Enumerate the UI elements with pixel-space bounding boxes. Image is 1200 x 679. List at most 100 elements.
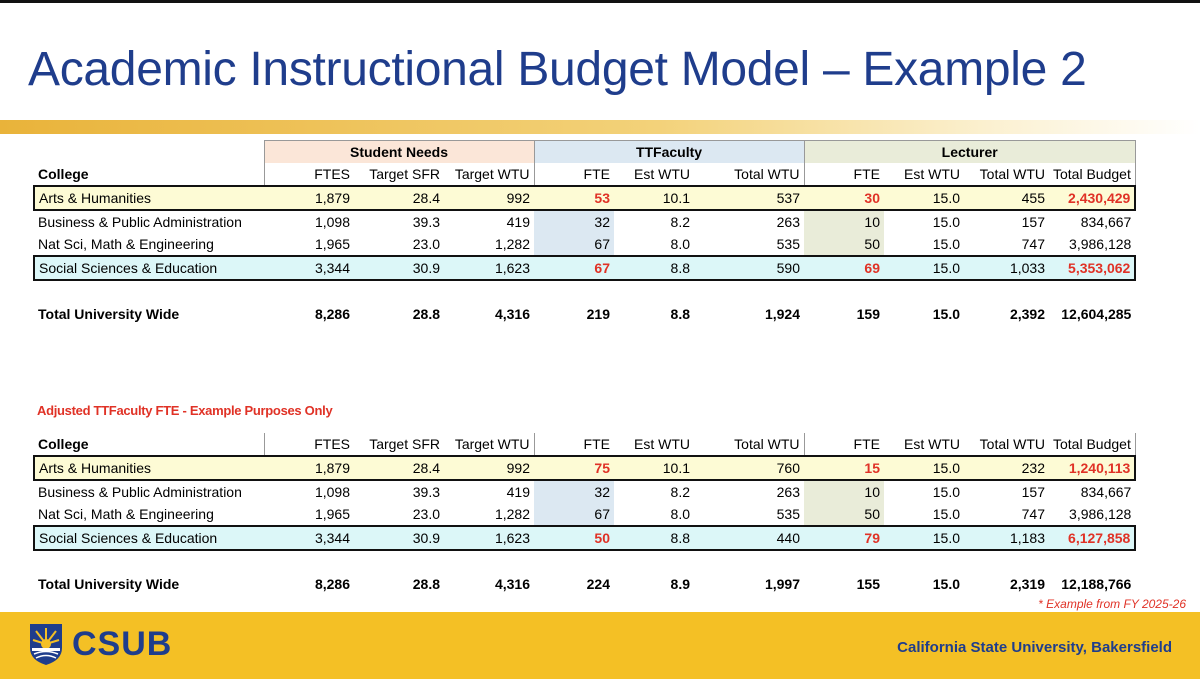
- cell-total-budget: 3,986,128: [1069, 236, 1132, 252]
- cell-tt-total-wtu: 537: [694, 185, 804, 211]
- group-tt-faculty: TTFaculty: [533, 140, 804, 163]
- cell-tt-fte: 67: [534, 503, 614, 526]
- col-header: Total WTU: [694, 163, 804, 187]
- cell-ftes: 1,965: [314, 506, 350, 522]
- col-header: FTES: [263, 163, 354, 187]
- cell-target-sfr: 28.4: [354, 185, 444, 211]
- col-header: College: [34, 163, 264, 187]
- group-student-needs: Student Needs: [263, 140, 534, 163]
- cell-lec-fte: 10: [804, 210, 884, 233]
- cell-target-wtu: 1,623: [444, 255, 534, 281]
- cell-lec-fte: 50: [804, 233, 884, 256]
- college-name: Social Sciences & Education: [33, 525, 264, 551]
- cell-tt-fte: 67: [534, 233, 614, 256]
- cell-lec-total-wtu: 747: [1021, 236, 1045, 252]
- college-name: Arts & Humanities: [33, 455, 264, 481]
- col-header: Est WTU: [614, 433, 694, 457]
- col-header: FTE: [803, 163, 884, 187]
- cell-ftes: 1,965: [314, 236, 350, 252]
- adjusted-note: Adjusted TTFaculty FTE - Example Purpose…: [37, 403, 333, 418]
- college-name: Business & Public Administration: [38, 484, 242, 500]
- col-header: Target SFR: [354, 163, 444, 187]
- college-name: Business & Public Administration: [38, 214, 242, 230]
- cell-tt-total-wtu: 535: [776, 506, 800, 522]
- page-title: Academic Instructional Budget Model – Ex…: [28, 43, 1087, 96]
- cell-target-wtu: 992: [444, 185, 534, 211]
- total-budget: 12,188,766: [1061, 576, 1132, 592]
- col-header: FTE: [533, 433, 614, 457]
- cell-target-wtu: 1,282: [494, 506, 530, 522]
- cell-tt-total-wtu: 535: [776, 236, 800, 252]
- table-row: Arts & Humanities 1,879 28.4 992 53 10.1…: [33, 185, 1137, 211]
- cell-lec-est-wtu: 15.0: [932, 214, 960, 230]
- total-lec-fte: 159: [856, 306, 880, 322]
- cell-ftes: 1,879: [264, 185, 354, 211]
- cell-lec-total-wtu: 1,033: [964, 255, 1049, 281]
- footer-bar: [0, 612, 1200, 679]
- cell-tt-est-wtu: 8.0: [670, 506, 690, 522]
- cell-lec-est-wtu: 15.0: [932, 236, 960, 252]
- cell-tt-fte: 75: [534, 455, 614, 481]
- cell-target-sfr: 23.0: [412, 236, 440, 252]
- table-row: Nat Sci, Math & Engineering 1,965 23.0 1…: [34, 233, 1135, 256]
- col-header: Total WTU: [964, 433, 1049, 457]
- col-header: FTE: [803, 433, 884, 457]
- total-lec-est-wtu: 15.0: [932, 576, 960, 592]
- cell-lec-est-wtu: 15.0: [884, 455, 964, 481]
- cell-lec-total-wtu: 747: [1021, 506, 1045, 522]
- cell-tt-total-wtu: 440: [694, 525, 804, 551]
- table-row: Business & Public Administration 1,098 3…: [34, 210, 1135, 233]
- cell-ftes: 1,879: [264, 455, 354, 481]
- cell-tt-total-wtu: 263: [776, 214, 800, 230]
- cell-total-budget: 834,667: [1080, 214, 1132, 230]
- cell-target-sfr: 23.0: [412, 506, 440, 522]
- col-header: Target WTU: [444, 163, 534, 187]
- cell-lec-est-wtu: 15.0: [932, 506, 960, 522]
- total-label: Total University Wide: [38, 576, 180, 592]
- col-header: Target WTU: [444, 433, 534, 457]
- table-row: Arts & Humanities 1,879 28.4 992 75 10.1…: [33, 455, 1137, 481]
- csub-logo: CSUB: [28, 622, 172, 666]
- college-name: Nat Sci, Math & Engineering: [38, 236, 214, 252]
- cell-lec-est-wtu: 15.0: [884, 255, 964, 281]
- cell-target-wtu: 1,282: [494, 236, 530, 252]
- title-underline-bar: [0, 120, 1200, 134]
- cell-target-wtu: 419: [506, 484, 530, 500]
- column-header-row: College FTES Target SFR Target WTU FTE E…: [34, 163, 1136, 187]
- total-lec-total-wtu: 2,319: [1009, 576, 1045, 592]
- total-tt-est-wtu: 8.9: [670, 576, 690, 592]
- cell-tt-fte: 67: [534, 255, 614, 281]
- cell-tt-fte: 32: [534, 210, 614, 233]
- total-lec-total-wtu: 2,392: [1009, 306, 1045, 322]
- col-header: FTE: [533, 163, 614, 187]
- col-header: FTES: [263, 433, 354, 457]
- institution-name: California State University, Bakersfield: [897, 639, 1172, 656]
- cell-tt-est-wtu: 8.2: [670, 484, 690, 500]
- total-lec-fte: 155: [856, 576, 880, 592]
- cell-total-budget: 2,430,429: [1049, 185, 1137, 211]
- example-footnote: * Example from FY 2025-26: [1038, 597, 1186, 611]
- col-header: College: [34, 433, 264, 457]
- cell-total-budget: 6,127,858: [1049, 525, 1137, 551]
- total-target-wtu: 4,316: [494, 576, 530, 592]
- col-header: Est WTU: [884, 163, 964, 187]
- total-tt-total-wtu: 1,997: [764, 576, 800, 592]
- cell-tt-fte: 53: [534, 185, 614, 211]
- group-lecturer: Lecturer: [803, 140, 1136, 163]
- budget-table-adjusted: College FTES Target SFR Target WTU FTE E…: [33, 433, 1137, 595]
- cell-lec-fte: 79: [804, 525, 884, 551]
- col-header: Target SFR: [354, 433, 444, 457]
- cell-tt-fte: 32: [534, 480, 614, 503]
- column-header-row: College FTES Target SFR Target WTU FTE E…: [34, 433, 1136, 457]
- cell-lec-fte: 69: [804, 255, 884, 281]
- cell-lec-est-wtu: 15.0: [884, 185, 964, 211]
- cell-lec-total-wtu: 232: [964, 455, 1049, 481]
- total-target-wtu: 4,316: [494, 306, 530, 322]
- col-header: Est WTU: [614, 163, 694, 187]
- total-ftes: 8,286: [314, 576, 350, 592]
- total-budget: 12,604,285: [1061, 306, 1132, 322]
- cell-tt-total-wtu: 263: [776, 484, 800, 500]
- total-label: Total University Wide: [38, 306, 180, 322]
- total-target-sfr: 28.8: [412, 576, 440, 592]
- cell-target-wtu: 992: [444, 455, 534, 481]
